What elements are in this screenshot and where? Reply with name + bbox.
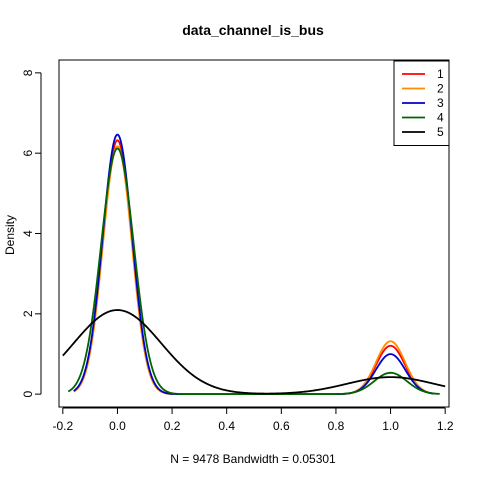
y-tick-label: 8 xyxy=(21,69,35,76)
y-axis: 0 2 4 6 8 xyxy=(21,69,42,397)
x-tick-label: 1.0 xyxy=(382,419,399,433)
legend-label-2: 2 xyxy=(437,82,444,96)
x-tick-label: 0.4 xyxy=(218,419,235,433)
y-tick-label: 4 xyxy=(21,230,35,237)
legend-label-1: 1 xyxy=(437,67,444,81)
density-line-series-1 xyxy=(73,139,435,396)
legend-label-5: 5 xyxy=(437,125,444,139)
x-tick-label: 0.8 xyxy=(328,419,345,433)
x-tick-label: 0.0 xyxy=(109,419,126,433)
x-axis-label: N = 9478 Bandwidth = 0.05301 xyxy=(170,452,336,466)
chart-title: data_channel_is_bus xyxy=(182,22,324,38)
x-axis: -0.2 0.0 0.2 0.4 0.6 0.8 1.0 1.2 xyxy=(52,407,454,433)
x-tick-label: 0.6 xyxy=(273,419,290,433)
plot-frame xyxy=(58,59,450,408)
y-tick-label: 6 xyxy=(21,150,35,157)
x-tick-label: -0.2 xyxy=(52,419,73,433)
y-tick-label: 0 xyxy=(21,390,35,397)
y-axis-label: Density xyxy=(3,215,17,255)
y-tick-label: 2 xyxy=(21,310,35,317)
x-tick-label: 0.2 xyxy=(164,419,181,433)
x-tick-label: 1.2 xyxy=(437,419,454,433)
legend-label-4: 4 xyxy=(437,111,444,125)
density-line-series-5 xyxy=(62,309,446,395)
density-curves xyxy=(62,133,446,396)
legend-label-3: 3 xyxy=(437,96,444,110)
